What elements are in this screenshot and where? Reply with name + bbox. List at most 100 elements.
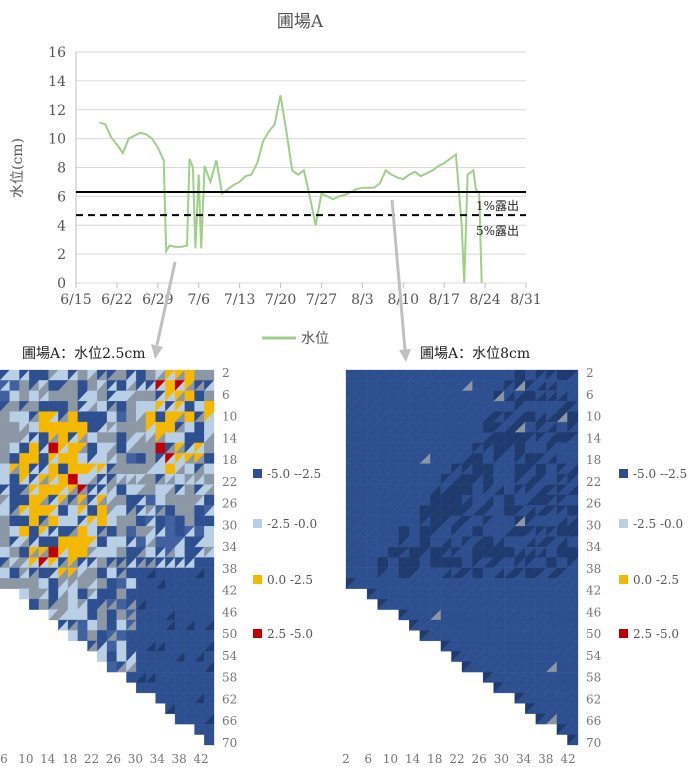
heatmap-y-tick-label: 26 bbox=[222, 497, 237, 511]
legend-swatch bbox=[619, 469, 628, 478]
threshold-5pct-label: 5%露出 bbox=[476, 224, 519, 238]
heatmap-y-tick-label: 6 bbox=[586, 388, 594, 402]
x-tick-label: 7/6 bbox=[187, 292, 210, 308]
heatmap-y-tick-label: 22 bbox=[222, 475, 237, 489]
heatmap-cell bbox=[567, 734, 579, 746]
legend-label: -5.0 --2.5 bbox=[633, 467, 687, 481]
heatmap-y-tick-label: 34 bbox=[222, 540, 238, 554]
heatmap-x-tick-label: 14 bbox=[405, 752, 421, 766]
heatmap-y-tick-label: 2 bbox=[586, 366, 594, 380]
heatmap-x-tick-label: 18 bbox=[427, 752, 442, 766]
heatmap-y-tick-label: 10 bbox=[222, 410, 237, 424]
heatmap-y-tick-label: 18 bbox=[222, 453, 237, 467]
heatmap-y-tick-label: 30 bbox=[586, 518, 601, 532]
page-title: 圃場A bbox=[277, 12, 324, 32]
y-tick-label: 6 bbox=[57, 189, 66, 205]
heatmap-x-tick-label: 10 bbox=[383, 752, 398, 766]
x-tick-label: 6/15 bbox=[60, 292, 91, 308]
legend-swatch bbox=[253, 519, 262, 528]
heatmap-x-tick-label: 6 bbox=[364, 752, 372, 766]
heatmap-left-legend: -5.0 --2.5 -2.5 -0.0 0.0 -2.5 2.5 -5.0 bbox=[253, 467, 321, 641]
x-tick-label: 7/13 bbox=[224, 292, 255, 308]
heatmap-x-tick-label: 10 bbox=[18, 752, 33, 766]
heatmap-y-tick-label: 46 bbox=[586, 605, 601, 619]
heatmap-y-tick-label: 66 bbox=[222, 714, 237, 728]
line-chart-gridlines bbox=[75, 51, 526, 284]
y-tick-label: 10 bbox=[48, 132, 66, 148]
legend-label: 0.0 -2.5 bbox=[267, 573, 313, 587]
heatmap-y-tick-label: 10 bbox=[586, 410, 601, 424]
heatmap-right-x-ticks: 2 6 10 14 18 22 26 30 34 38 42 bbox=[342, 752, 575, 766]
heatmap-x-tick-label: 38 bbox=[171, 752, 186, 766]
heatmap-y-tick-label: 14 bbox=[586, 431, 602, 445]
legend-swatch bbox=[619, 629, 628, 638]
legend-swatch bbox=[253, 575, 262, 584]
y-tick-label: 2 bbox=[57, 247, 66, 263]
heatmap-y-tick-label: 18 bbox=[586, 453, 601, 467]
heatmap-y-tick-label: 42 bbox=[222, 584, 237, 598]
heatmap-y-tick-label: 6 bbox=[222, 388, 230, 402]
heatmap-y-tick-label: 54 bbox=[222, 649, 238, 663]
heatmap-y-tick-label: 70 bbox=[586, 736, 601, 750]
callout-arrows bbox=[151, 199, 411, 362]
y-tick-label: 12 bbox=[48, 103, 66, 119]
heatmap-y-tick-label: 54 bbox=[586, 649, 602, 663]
y-tick-label: 14 bbox=[48, 74, 66, 90]
y-tick-label: 4 bbox=[57, 218, 66, 234]
arrow-left-head bbox=[151, 344, 163, 359]
heatmap-y-tick-label: 58 bbox=[586, 671, 601, 685]
heatmap-right bbox=[345, 369, 579, 746]
x-tick-label: 6/22 bbox=[101, 292, 132, 308]
heatmap-y-tick-label: 50 bbox=[586, 627, 601, 641]
heatmap-left bbox=[0, 369, 215, 746]
heatmap-y-tick-label: 38 bbox=[222, 562, 237, 576]
x-tick-label: 7/27 bbox=[306, 292, 337, 308]
heatmap-x-tick-label: 22 bbox=[84, 752, 99, 766]
threshold-1pct-label: 1%露出 bbox=[476, 199, 519, 213]
heatmap-cell bbox=[203, 734, 215, 746]
heatmap-x-tick-label: 38 bbox=[538, 752, 553, 766]
heatmap-y-tick-label: 66 bbox=[586, 714, 601, 728]
heatmap-x-tick-label: 26 bbox=[472, 752, 487, 766]
heatmap-y-tick-label: 2 bbox=[222, 366, 230, 380]
heatmap-left-title: 圃場A：水位2.5cm bbox=[22, 346, 146, 362]
heatmap-x-tick-label: 34 bbox=[150, 752, 166, 766]
heatmap-y-tick-label: 14 bbox=[222, 431, 238, 445]
heatmap-y-tick-label: 70 bbox=[222, 736, 237, 750]
heatmap-x-tick-label: 22 bbox=[449, 752, 464, 766]
heatmap-left-x-ticks: 6 10 14 18 22 26 30 34 38 42 bbox=[0, 752, 208, 766]
legend-label: 2.5 -5.0 bbox=[267, 627, 313, 641]
heatmap-x-tick-label: 34 bbox=[516, 752, 532, 766]
heatmap-x-tick-label: 42 bbox=[193, 752, 208, 766]
heatmap-y-tick-label: 30 bbox=[222, 518, 237, 532]
heatmap-y-tick-label: 26 bbox=[586, 497, 601, 511]
legend-label: 0.0 -2.5 bbox=[633, 573, 679, 587]
x-tick-label: 7/20 bbox=[265, 292, 296, 308]
heatmap-x-tick-label: 30 bbox=[494, 752, 509, 766]
legend-swatch bbox=[253, 469, 262, 478]
heatmap-y-tick-label: 50 bbox=[222, 627, 237, 641]
x-tick-label: 8/3 bbox=[351, 292, 374, 308]
legend-label-water-level: 水位 bbox=[301, 331, 329, 347]
heatmap-y-tick-label: 38 bbox=[586, 562, 601, 576]
heatmap-y-tick-label: 46 bbox=[222, 605, 237, 619]
x-tick-label: 8/17 bbox=[428, 292, 459, 308]
heatmap-y-tick-label: 42 bbox=[586, 584, 601, 598]
heatmap-y-tick-label: 58 bbox=[222, 671, 237, 685]
heatmap-x-tick-label: 26 bbox=[106, 752, 121, 766]
heatmap-x-tick-label: 6 bbox=[0, 752, 8, 766]
legend-label: -5.0 --2.5 bbox=[267, 467, 321, 481]
heatmap-x-tick-label: 42 bbox=[560, 752, 575, 766]
heatmap-x-tick-label: 18 bbox=[62, 752, 77, 766]
heatmap-right-legend: -5.0 --2.5 -2.5 -0.0 0.0 -2.5 2.5 -5.0 bbox=[619, 467, 687, 641]
arrow-left bbox=[155, 261, 177, 346]
water-level-series-line bbox=[99, 95, 483, 284]
x-tick-label: 8/31 bbox=[510, 292, 541, 308]
y-tick-label: 16 bbox=[48, 45, 66, 61]
legend-swatch bbox=[253, 629, 262, 638]
line-chart-y-ticks: 0 2 4 6 8 10 12 14 16 bbox=[48, 45, 66, 292]
heatmap-x-tick-label: 2 bbox=[342, 752, 350, 766]
line-chart-x-ticks: 6/15 6/22 6/29 7/6 7/13 7/20 7/27 8/3 8/10 8/17 8/… bbox=[60, 283, 542, 308]
